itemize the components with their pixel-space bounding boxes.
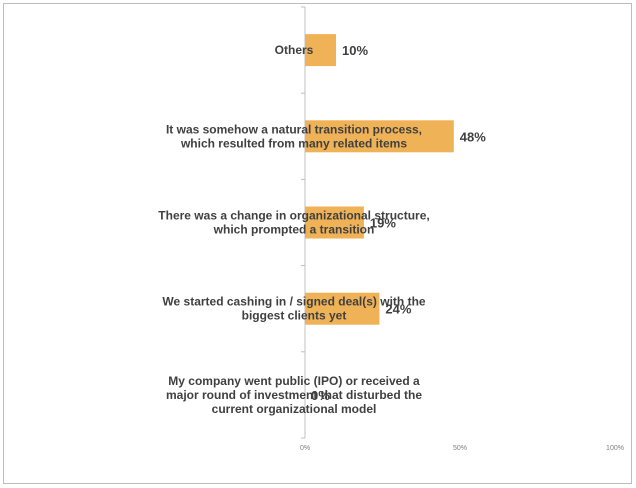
data-label: 24% (385, 302, 411, 317)
data-label: 48% (460, 129, 486, 144)
category-label: We started cashing in / signed deal(s) w… (162, 295, 425, 323)
chart-frame (3, 3, 632, 484)
x-tick-label: 0% (300, 445, 310, 452)
category-label-line: We started cashing in / signed deal(s) w… (162, 295, 425, 309)
bar (305, 292, 380, 325)
category-label-line: which resulted from many related items (180, 136, 407, 150)
category-label-line: biggest clients yet (242, 309, 347, 323)
category-label-line: My company went public (IPO) or received… (168, 374, 420, 388)
category-label: There was a change in organizational str… (158, 209, 429, 237)
bar (305, 206, 364, 239)
category-label: Others (275, 43, 314, 57)
category-label-line: It was somehow a natural transition proc… (166, 122, 422, 136)
category-label-line: current organizational model (212, 402, 377, 416)
category-label-line: which prompted a transition (213, 223, 375, 237)
category-label-line: Others (275, 43, 314, 57)
bar (305, 34, 336, 67)
category-label-line: There was a change in organizational str… (158, 209, 429, 223)
category-label: It was somehow a natural transition proc… (166, 122, 422, 150)
data-label: 19% (370, 216, 396, 231)
bar (305, 120, 454, 153)
data-label: 0% (311, 388, 330, 403)
category-label: My company went public (IPO) or received… (166, 374, 422, 416)
x-tick-label: 100% (606, 445, 624, 452)
data-label: 10% (342, 43, 368, 58)
x-tick-label: 50% (453, 445, 467, 452)
category-label-line: major round of investment that disturbed… (166, 388, 422, 402)
